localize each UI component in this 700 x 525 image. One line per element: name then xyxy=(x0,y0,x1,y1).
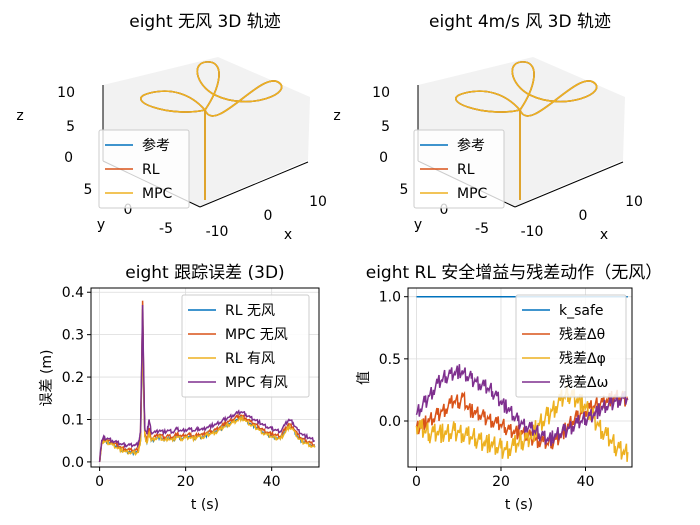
legend-box xyxy=(181,294,310,398)
legend-rl-label-2: RL xyxy=(457,162,475,178)
legend-rl-label-1: RL xyxy=(142,162,160,178)
y-tick-minus5-1: -5 xyxy=(159,221,173,237)
panel-3d-wind: eight 4m/s 风 3D 轨迹 10 5 0 z 5 0 -5 y -10… xyxy=(333,12,643,243)
y-axis-label-1: y xyxy=(97,217,105,233)
x-tick-label: 40 xyxy=(577,474,595,490)
z-tick-0-1: 0 xyxy=(64,150,73,166)
legend-label: RL 无风 xyxy=(225,303,275,319)
y-tick-5-2: 5 xyxy=(400,182,409,198)
x-tick-10-2: 10 xyxy=(625,194,643,210)
legend-label: RL 有风 xyxy=(225,351,275,367)
panel-1-title: eight 无风 3D 轨迹 xyxy=(129,12,281,32)
legend-ref-label-2: 参考 xyxy=(457,137,485,154)
y-tick-0-1: 0 xyxy=(124,202,133,218)
z-tick-5-2: 5 xyxy=(381,119,390,135)
legend-box xyxy=(515,294,627,398)
z-axis-label-1: z xyxy=(16,108,23,124)
series-line xyxy=(415,364,628,446)
series-line xyxy=(415,384,629,462)
y-axis-label-2: y xyxy=(414,217,422,233)
legend-mpc-label-2: MPC xyxy=(457,186,488,202)
legend-box-2 xyxy=(413,129,505,209)
series-line xyxy=(98,304,315,462)
z-tick-10-1: 10 xyxy=(57,85,75,101)
trajectory-group-2 xyxy=(455,61,598,200)
x-tick-label: 20 xyxy=(492,474,510,490)
panel-tracking-error: eight 跟踪误差 (3D) 0 20 40 0.0 0.1 0.2 0.3 0.4 RL 无… xyxy=(39,263,320,513)
legend-mpc-label-1: MPC xyxy=(142,186,173,202)
x-tick-0-2: 0 xyxy=(579,208,588,224)
legend-label: MPC 有风 xyxy=(225,375,288,391)
axes-frame xyxy=(407,287,633,468)
y-tick-label: 0.0 xyxy=(62,455,84,471)
x-tick-10-1: 10 xyxy=(309,194,327,210)
y-tick-5-1: 5 xyxy=(84,182,93,198)
legend-box-1 xyxy=(98,129,190,209)
y-tick-minus5-2: -5 xyxy=(475,221,489,237)
plot-area-3: 0 20 40 0.0 0.1 0.2 0.3 0.4 RL 无风 MPC 无风 RL 有风 MPC … xyxy=(62,285,320,490)
legend-label: 残差Δθ xyxy=(559,327,605,343)
z-tick-0-2: 0 xyxy=(379,150,388,166)
legend-2: 参考 RL MPC xyxy=(413,129,505,209)
x-tick-label: 0 xyxy=(95,474,104,490)
legend-label: k_safe xyxy=(559,303,604,319)
x-tick-label: 40 xyxy=(263,474,281,490)
trajectory-mpc xyxy=(455,61,598,117)
y-axis-label-3: 误差 (m) xyxy=(39,349,55,406)
y-tick-label: 0.1 xyxy=(62,412,84,428)
z-axis-label-2: z xyxy=(333,108,340,124)
y-tick-0-2: 0 xyxy=(440,202,449,218)
x-tick-label: 20 xyxy=(177,474,195,490)
plot-area-4: 0 20 40 0.0 0.5 1.0 k_safe 残差Δθ 残差Δφ 残差Δω xyxy=(379,287,633,490)
y-tick-label: 0.2 xyxy=(62,370,84,386)
y-tick-label: 0.4 xyxy=(62,285,84,301)
panel-3d-no-wind: eight 无风 3D 轨迹 10 5 0 z 5 0 -5 y -10 0 1… xyxy=(16,12,327,243)
x-tick-minus10-1: -10 xyxy=(206,224,229,240)
x-axis-label-1: x xyxy=(284,227,292,243)
panel-2-title: eight 4m/s 风 3D 轨迹 xyxy=(429,12,611,32)
legend-label: 残差Δφ xyxy=(559,351,606,367)
x-axis-label-2: x xyxy=(600,227,608,243)
y-tick-label: 1.0 xyxy=(379,290,401,306)
legend-1: 参考 RL MPC xyxy=(98,129,190,209)
x-axis-line-2 xyxy=(514,161,624,208)
z-tick-5-1: 5 xyxy=(66,119,75,135)
trajectory-mpc xyxy=(140,61,283,117)
series-line xyxy=(98,309,316,463)
x-tick-minus10-2: -10 xyxy=(521,224,544,240)
z-tick-10-2: 10 xyxy=(372,85,390,101)
panel-3-title: eight 跟踪误差 (3D) xyxy=(125,263,284,283)
y-tick-label: 0.0 xyxy=(379,414,401,430)
y-tick-label: 0.5 xyxy=(379,352,401,368)
y-tick-label: 0.3 xyxy=(62,328,84,344)
x-tick-label: 0 xyxy=(412,474,421,490)
legend-label: 残差Δω xyxy=(559,375,608,391)
legend-label: MPC 无风 xyxy=(225,327,288,343)
x-axis-label-3: t (s) xyxy=(191,497,219,513)
x-axis-line-1 xyxy=(199,161,309,208)
x-axis-label-4: t (s) xyxy=(505,497,533,513)
trajectory-group-1 xyxy=(140,61,283,200)
x-tick-0-1: 0 xyxy=(264,208,273,224)
panel-safe-gain-residual: eight RL 安全增益与残差动作（无风） 0 20 40 0.0 0.5 1.0 k_s… xyxy=(356,263,662,513)
legend-ref-label-1: 参考 xyxy=(142,137,170,154)
y-axis-label-4: 值 xyxy=(356,371,372,385)
panel-4-title: eight RL 安全增益与残差动作（无风） xyxy=(366,263,663,283)
axes-frame xyxy=(90,287,320,468)
